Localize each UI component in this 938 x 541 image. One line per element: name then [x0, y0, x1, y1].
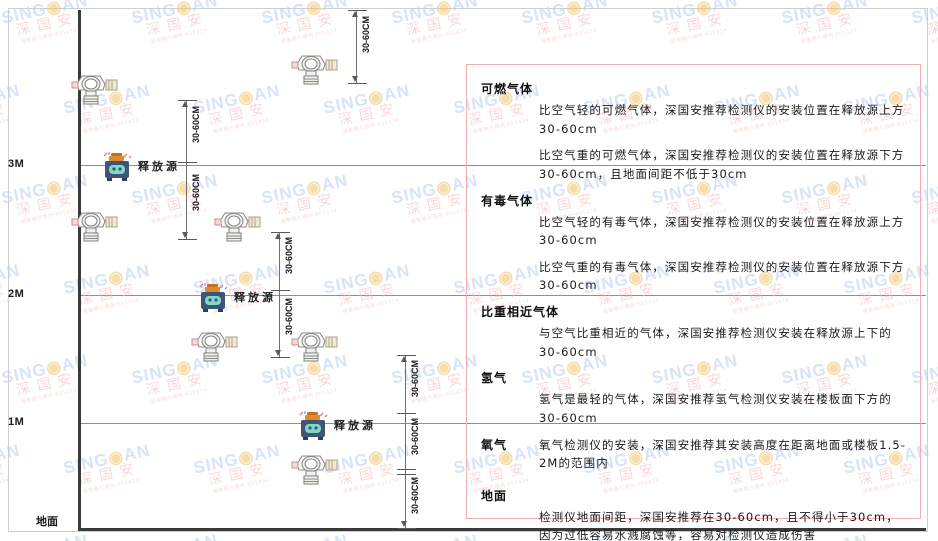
gas-detector-icon — [290, 48, 342, 88]
dimension-column-top: 30-60CM — [348, 10, 384, 84]
section-similar-density-gas: 比重相近气体 与空气比重相近的气体，深国安推荐检测仪安装在释放源上下的30-60… — [481, 303, 910, 361]
watermark-brand: SING◉AN — [0, 531, 90, 541]
release-source-icon — [296, 411, 330, 441]
gas-detector-icon — [213, 205, 265, 245]
dimension-arrow-down — [401, 521, 407, 527]
section-ground: 地面 检测仪地面间距，深国安推荐在30-60cm，且不得小于30cm，因为过低容… — [481, 487, 910, 541]
level-line-1m — [78, 423, 926, 424]
dimension-label: 30-60CM — [191, 106, 201, 144]
gas-detector-icon — [290, 325, 342, 365]
release-source-label: 释放源 — [234, 291, 276, 304]
dimension-arrow-up — [275, 233, 281, 239]
dimension-column-right: 30-60CM 30-60CM 30-60CM — [397, 355, 433, 529]
dimension-spine — [405, 355, 406, 529]
release-source-label: 释放源 — [334, 419, 376, 432]
dimension-tick — [271, 232, 290, 233]
gas-detector-icon — [190, 325, 242, 365]
axis-label-1m: 1M — [8, 416, 25, 428]
level-line-2m — [78, 295, 926, 296]
section-oxygen: 氧气 氧气检测仪的安装，深国安推荐其安装高度在距离地面或楼板1.5-2M的范围内 — [481, 436, 910, 473]
watermark-brand: SING◉AN — [130, 531, 220, 541]
gas-detector-icon — [70, 205, 122, 245]
section-combustible-gas: 可燃气体 比空气轻的可燃气体，深国安推荐检测仪的安装位置在释放源上方30-60c… — [481, 80, 910, 184]
dimension-arrow-down — [275, 350, 281, 356]
dimension-column-middle: 30-60CM 30-60CM — [271, 232, 307, 358]
release-source-label: 释放源 — [138, 160, 180, 173]
dimension-label: 30-60CM — [191, 174, 201, 212]
section-paragraph: 比空气重的有毒气体，深国安推荐检测仪的安装位置在释放源下方30-60cm — [539, 259, 905, 293]
section-heading: 氧气 — [481, 437, 508, 452]
axis-label-3m: 3M — [8, 158, 25, 170]
section-heading: 氢气 — [481, 371, 508, 386]
dimension-arrow-down — [352, 76, 358, 82]
dimension-arrow-up — [182, 101, 188, 107]
dimension-tick — [178, 239, 197, 240]
watermark-sub: 报警器代理商·601434 — [930, 27, 938, 46]
dimension-arrow-up — [352, 11, 358, 17]
dimension-tick — [348, 10, 367, 11]
watermark-brand: SING◉AN — [910, 532, 938, 541]
watermark-sub: 报警器代理商·601434 — [930, 207, 938, 226]
dimension-tick — [271, 290, 290, 291]
dimension-label: 30-60CM — [361, 16, 371, 54]
section-heading: 可燃气体 — [481, 82, 534, 96]
section-paragraph: 与空气比重相近的气体，深国安推荐检测仪安装在释放源上下的30-60cm — [539, 326, 892, 359]
section-paragraph: 比空气重的可燃气体，深国安推荐检测仪的安装位置在释放源下方30-60cm，且地面… — [539, 148, 905, 181]
watermark-brand: SING◉AN — [260, 531, 350, 541]
watermark-brand: SING◉AN — [390, 531, 480, 541]
level-line-3m — [78, 165, 926, 166]
dimension-tick — [397, 355, 416, 356]
section-paragraph: 比空气轻的可燃气体，深国安推荐检测仪的安装位置在释放源上方30-60cm — [539, 103, 905, 136]
dimension-label: 30-60CM — [410, 477, 420, 515]
vertical-axis — [78, 10, 81, 530]
dimension-tick — [397, 474, 416, 475]
watermark-sub: 报警器代理商·601434 — [930, 387, 938, 406]
axis-label-2m: 2M — [8, 288, 25, 300]
dimension-tick — [397, 469, 416, 470]
installation-guidelines-panel: 可燃气体 比空气轻的可燃气体，深国安推荐检测仪的安装位置在释放源上方30-60c… — [466, 64, 921, 541]
dimension-label: 30-60CM — [284, 237, 294, 275]
section-paragraph: 氧气检测仪的安装，深国安推荐其安装高度在距离地面或楼板1.5-2M的范围内 — [539, 437, 907, 471]
dimension-arrow-up — [401, 356, 407, 362]
section-heading: 有毒气体 — [481, 193, 534, 208]
dimension-column-left: 30-60CM 30-60CM — [178, 100, 214, 240]
ground-axis — [78, 528, 926, 531]
ground-label: 地面 — [36, 515, 58, 528]
dimension-label: 30-60CM — [410, 418, 420, 456]
dimension-tick — [178, 100, 197, 101]
release-source-icon — [196, 283, 230, 313]
dimension-arrow-down — [182, 232, 188, 238]
outer-frame — [8, 8, 928, 532]
dimension-tick — [397, 528, 416, 529]
dimension-spine — [356, 10, 357, 84]
dimension-spine — [279, 232, 280, 358]
section-hydrogen: 氢气 氢气是最轻的气体，深国安推荐氢气检测仪安装在楼板面下方的30-60cm — [481, 369, 910, 427]
section-heading: 地面 — [481, 488, 508, 503]
release-source-icon — [100, 152, 134, 182]
dimension-tick — [348, 83, 367, 84]
section-toxic-gas: 有毒气体 比空气轻的有毒气体，深国安推荐检测仪的安装位置在释放源上方30-60c… — [481, 192, 910, 296]
section-paragraph: 比空气轻的有毒气体，深国安推荐检测仪的安装位置在释放源上方30-60cm — [539, 214, 905, 248]
section-paragraph: 检测仪地面间距，深国安推荐在30-60cm，且不得小于30cm，因为过低容易水溅… — [539, 509, 899, 541]
gas-detector-icon — [290, 448, 342, 488]
section-paragraph: 氢气是最轻的气体，深国安推荐氢气检测仪安装在楼板面下方的30-60cm — [539, 392, 892, 425]
dimension-tick — [178, 162, 197, 163]
dimension-label: 30-60CM — [410, 360, 420, 398]
dimension-tick — [397, 413, 416, 414]
dimension-spine — [186, 100, 187, 240]
section-heading: 比重相近气体 — [481, 305, 560, 319]
gas-detector-icon — [70, 68, 122, 108]
dimension-tick — [271, 357, 290, 358]
